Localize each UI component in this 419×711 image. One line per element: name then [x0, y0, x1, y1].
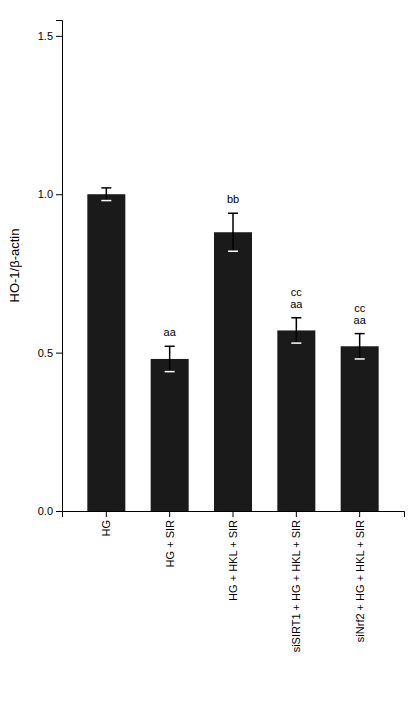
x-tick-label: siNrf2 + HG + HKL + SIR	[354, 520, 366, 642]
bar	[277, 330, 315, 511]
error-bar-cap	[165, 346, 175, 348]
bar	[87, 194, 125, 511]
annotation-line: bb	[227, 193, 239, 205]
error-bar-stem	[232, 213, 234, 251]
annotation: ccaa	[290, 286, 303, 310]
y-tick-mark	[56, 194, 62, 195]
annotation-line: aa	[290, 298, 303, 310]
y-axis-title: HO-1/β-actin	[7, 229, 22, 303]
plot: 0.0 0.5 1.0 1.5 HG HG + SIR HG + HKL + SIR siSI…	[38, 21, 405, 653]
x-tick-label: siSIRT1 + HG + HKL + SIR	[290, 520, 302, 652]
bar	[151, 359, 189, 511]
x-tick-mark	[359, 511, 360, 517]
x-tick: siSIRT1 + HG + HKL + SIR	[290, 511, 302, 652]
bar	[341, 346, 379, 511]
x-tick: HG + SIR	[164, 511, 176, 567]
x-tick-label: HG + HKL + SIR	[227, 520, 239, 601]
y-tick-label: 1.0	[38, 188, 53, 200]
error-bar-cap	[228, 212, 238, 214]
marks	[87, 188, 378, 511]
x-tick: siNrf2 + HG + HKL + SIR	[354, 511, 366, 642]
y-axis: 0.0 0.5 1.0 1.5	[38, 21, 63, 518]
x-tick-label: HG + SIR	[164, 520, 176, 567]
y-tick-label: 1.5	[38, 30, 53, 42]
annotation-line: aa	[354, 314, 367, 326]
error-bar	[228, 213, 238, 251]
error-bar-cap	[101, 187, 111, 189]
annotation: aa	[164, 326, 177, 338]
y-tick: 1.0	[38, 188, 62, 200]
x-tick-label: HG	[100, 520, 112, 537]
chart: 0.0 0.5 1.0 1.5 HG HG + SIR HG + HKL + SIR siSI…	[0, 0, 419, 711]
y-tick-label: 0.0	[38, 505, 53, 517]
error-bar-cap	[291, 317, 301, 319]
error-bar	[165, 346, 175, 371]
error-bar-cap	[355, 333, 365, 335]
annotation-line: cc	[291, 286, 303, 298]
error-bar-stem	[359, 334, 361, 359]
error-bar-cap	[228, 250, 238, 252]
y-tick: 0.5	[38, 347, 62, 359]
annotations: aabbccaaccaa	[164, 193, 367, 338]
error-bar	[101, 188, 111, 201]
annotation: ccaa	[354, 302, 367, 326]
y-tick-mark	[56, 353, 62, 354]
annotation-line: aa	[164, 326, 177, 338]
error-bar-cap	[101, 200, 111, 202]
y-tick-mark	[56, 36, 62, 37]
error-bar-cap	[291, 342, 301, 344]
x-tick-mark	[106, 511, 107, 517]
x-tick: HG	[100, 511, 112, 537]
error-bar	[355, 334, 365, 359]
y-axis-line	[56, 21, 63, 512]
x-axis: HG HG + SIR HG + HKL + SIR siSIRT1 + HG + H…	[63, 511, 405, 652]
x-tick-mark	[233, 511, 234, 517]
x-axis-line	[63, 512, 405, 518]
error-bar-cap	[355, 358, 365, 360]
error-bar-cap	[165, 371, 175, 373]
bar	[214, 232, 252, 511]
annotation: bb	[227, 193, 239, 205]
error-bar-stem	[169, 346, 171, 371]
y-tick-label: 0.5	[38, 347, 53, 359]
y-tick-mark	[56, 511, 62, 512]
y-tick: 0.0	[38, 505, 62, 517]
x-tick-mark	[296, 511, 297, 517]
annotation-line: cc	[354, 302, 366, 314]
error-bar	[291, 318, 301, 343]
y-tick: 1.5	[38, 30, 62, 42]
error-bar-stem	[106, 188, 108, 201]
error-bar-stem	[296, 318, 298, 343]
x-tick-mark	[169, 511, 170, 517]
x-tick: HG + HKL + SIR	[227, 511, 239, 601]
